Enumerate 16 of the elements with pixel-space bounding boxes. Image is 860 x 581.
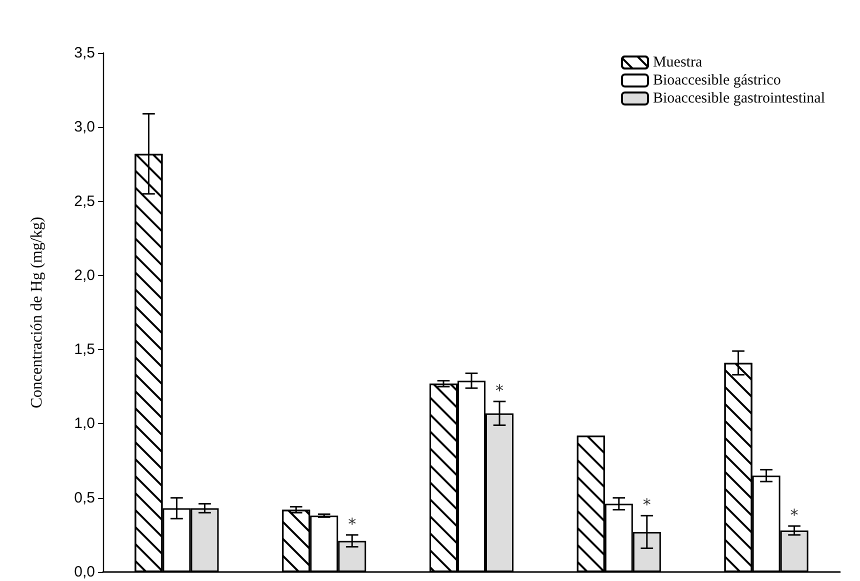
legend-label: Muestra (652, 54, 702, 70)
data-label: * (642, 495, 651, 514)
y-tick-label: 2,0 (74, 266, 95, 284)
y-tick-label: 0,0 (74, 564, 95, 580)
y-tick-label: 2,5 (74, 192, 95, 210)
y-tick-label: 3,0 (74, 118, 95, 136)
data-label: * (348, 514, 356, 534)
data-label: * (790, 506, 798, 525)
legend-label: Bioaccesible gástrico (652, 72, 781, 88)
legend-label: Bioaccesible gastrointestinal (652, 90, 825, 106)
y-tick-label: 0,5 (74, 489, 95, 506)
y-tick-label: 1,5 (74, 341, 95, 358)
y-tick-label: 3,5 (74, 44, 95, 62)
data-label: * (496, 380, 504, 400)
y-tick-label: 1,0 (74, 415, 95, 432)
y-axis-title: Concentración de Hg (mg/kg) (28, 216, 46, 408)
